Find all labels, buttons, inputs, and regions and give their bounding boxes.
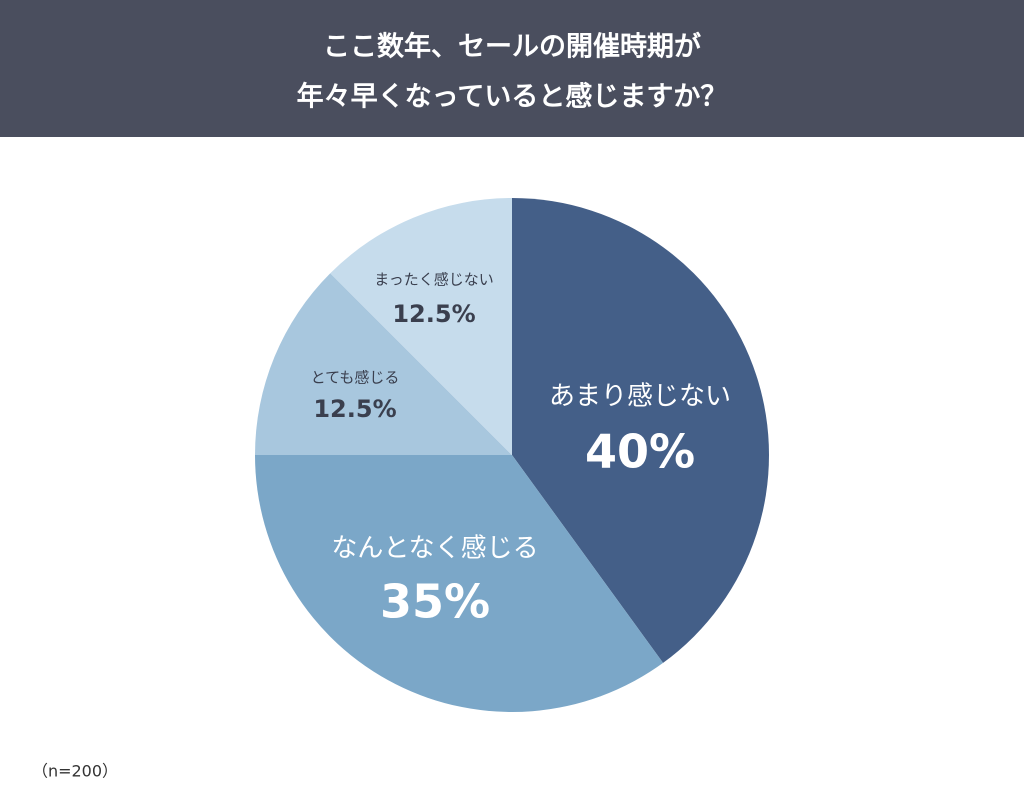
slice-label: とても感じる	[311, 369, 400, 387]
pie-slice	[255, 273, 512, 455]
slice-label: あまり感じない	[549, 382, 731, 412]
slice-value-label: 12.5%	[392, 300, 475, 328]
chart-title: 年々早くなっていると感じますか？	[297, 81, 728, 113]
pie-slice	[512, 198, 769, 663]
header-band	[0, 0, 1024, 137]
slice-label: なんとなく感じる	[331, 534, 538, 564]
slice-value-label: 35%	[380, 575, 490, 629]
chart-title: ここ数年、セールの開催時期が	[323, 31, 701, 63]
slice-value-label: 12.5%	[313, 395, 396, 423]
slice-label: まったく感じない	[374, 271, 493, 289]
sample-note: （n=200）	[32, 762, 118, 781]
pie-slice	[255, 455, 664, 712]
slice-value-label: 40%	[585, 425, 695, 479]
pie-slice	[330, 198, 512, 455]
